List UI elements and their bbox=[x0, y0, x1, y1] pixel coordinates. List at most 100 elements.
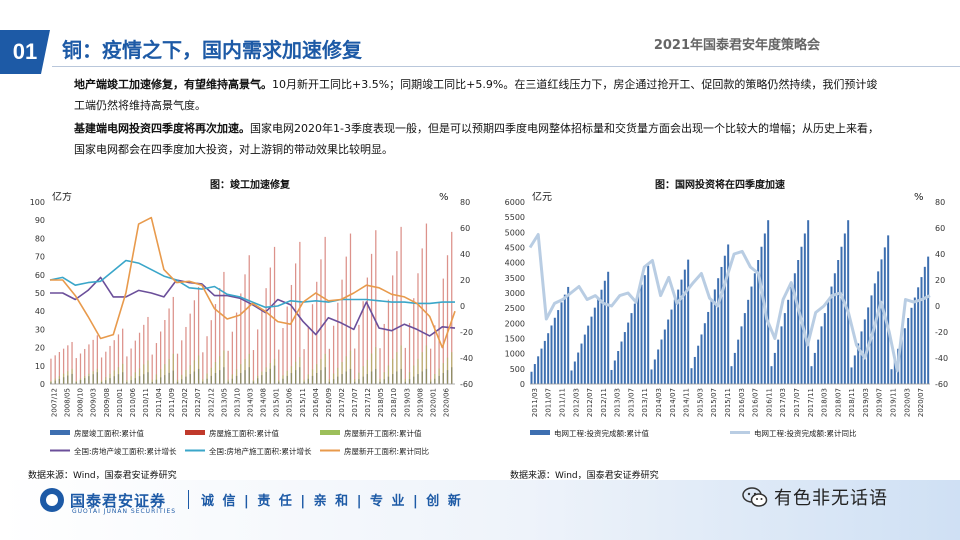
bar-mark bbox=[257, 376, 258, 384]
left-axis-tick: 60 bbox=[35, 271, 45, 280]
right-axis-tick: 60 bbox=[460, 224, 470, 233]
bar-mark bbox=[80, 379, 81, 384]
left-axis-tick: 1500 bbox=[505, 335, 525, 344]
bar-mark bbox=[831, 287, 833, 384]
x-axis-tick: 2018/10 bbox=[390, 388, 398, 417]
paragraph-housing-lead: 地产端竣工加速修复，有望维持高景气。 bbox=[74, 78, 272, 91]
bar-mark bbox=[574, 362, 576, 385]
bar-mark bbox=[194, 360, 195, 384]
bar-mark bbox=[438, 369, 439, 384]
bar-mark bbox=[278, 350, 279, 384]
right-axis-tick: 20 bbox=[935, 276, 945, 285]
bar-mark bbox=[295, 362, 296, 384]
left-axis-tick: 500 bbox=[510, 365, 525, 374]
legend-swatch bbox=[530, 430, 550, 435]
bar-mark bbox=[771, 366, 773, 384]
bar-mark bbox=[747, 300, 749, 384]
page-title: 铜：疫情之下，国内需求加速修复 bbox=[62, 34, 362, 63]
bar-mark bbox=[236, 369, 237, 384]
bar-mark bbox=[312, 369, 313, 384]
bar-mark bbox=[727, 244, 729, 384]
bar-mark bbox=[152, 355, 153, 384]
bar-mark bbox=[881, 259, 883, 384]
bar-mark bbox=[228, 380, 229, 384]
left-axis-tick: 5500 bbox=[505, 213, 525, 222]
right-axis-tick: 40 bbox=[935, 250, 945, 259]
bar-mark bbox=[118, 367, 119, 384]
right-axis-tick: -60 bbox=[935, 380, 948, 389]
bar-mark bbox=[160, 369, 161, 384]
bar-mark bbox=[130, 376, 131, 384]
bar-mark bbox=[371, 354, 372, 384]
left-axis-tick: 4500 bbox=[505, 244, 525, 253]
bar-mark bbox=[817, 340, 819, 384]
event-name: 2021年国泰君安年度策略会 bbox=[654, 34, 820, 53]
bar-mark bbox=[354, 349, 355, 384]
left-axis-tick: 3000 bbox=[505, 289, 525, 298]
bar-mark bbox=[547, 333, 549, 384]
bar-mark bbox=[329, 379, 330, 384]
bar-mark bbox=[697, 346, 699, 384]
company-slogan: 诚 信 | 责 任 | 亲 和 | 专 业 | 创 新 bbox=[188, 490, 463, 509]
bar-mark bbox=[777, 340, 779, 384]
bar-mark bbox=[834, 273, 836, 384]
series-line bbox=[50, 277, 455, 336]
paragraph-housing: 地产端竣工加速修复，有望维持高景气。10月新开工同比+3.5%；同期竣工同比+5… bbox=[74, 74, 884, 116]
bar-mark bbox=[232, 374, 233, 384]
bar-mark bbox=[219, 356, 220, 384]
right-axis-tick: 20 bbox=[460, 276, 470, 285]
left-axis-tick: 40 bbox=[35, 307, 45, 316]
bar-mark bbox=[451, 352, 452, 384]
bar-mark bbox=[614, 360, 616, 384]
bar-mark bbox=[724, 256, 726, 384]
bar-mark bbox=[101, 357, 102, 384]
bar-mark bbox=[611, 370, 613, 384]
left-axis-tick: 50 bbox=[35, 289, 45, 298]
bar-mark bbox=[76, 358, 77, 384]
right-axis-tick: -60 bbox=[460, 380, 473, 389]
bar-mark bbox=[63, 374, 64, 384]
bar-mark bbox=[774, 353, 776, 384]
bar-mark bbox=[379, 379, 380, 384]
bar-mark bbox=[202, 379, 203, 384]
x-axis-tick: 2015/03 bbox=[696, 388, 704, 417]
x-axis-tick: 2017/02 bbox=[338, 388, 346, 417]
bar-mark bbox=[754, 273, 756, 384]
bar-mark bbox=[274, 359, 275, 384]
company-logo-subtitle: GUOTAI JUNAN SECURITIES bbox=[72, 508, 176, 515]
bar-mark bbox=[561, 302, 563, 384]
x-axis-tick: 2017/07 bbox=[351, 388, 359, 417]
bar-mark bbox=[337, 368, 338, 384]
bar-mark bbox=[761, 247, 763, 384]
x-axis-tick: 2015/11 bbox=[299, 388, 307, 417]
company-logo-icon bbox=[40, 488, 64, 512]
legend-label: 电网工程:投资完成额:累计同比 bbox=[754, 428, 857, 438]
bar-mark bbox=[126, 356, 127, 384]
bar-mark bbox=[139, 368, 140, 384]
series-line bbox=[530, 235, 930, 372]
bar-mark bbox=[122, 364, 123, 384]
x-axis-tick: 2013/07 bbox=[627, 388, 635, 417]
bar-mark bbox=[206, 374, 207, 384]
x-axis-tick: 2011/04 bbox=[155, 387, 163, 417]
bar-mark bbox=[581, 344, 583, 384]
series-line bbox=[50, 261, 455, 308]
bar-mark bbox=[557, 310, 559, 384]
bar-mark bbox=[924, 267, 926, 384]
bar-mark bbox=[837, 260, 839, 384]
bar-mark bbox=[173, 354, 174, 384]
bar-mark bbox=[684, 270, 686, 384]
bar-mark bbox=[851, 367, 853, 384]
left-axis-tick: 10 bbox=[35, 362, 45, 371]
bar-mark bbox=[841, 247, 843, 384]
bar-mark bbox=[249, 354, 250, 384]
x-axis-tick: 2009/08 bbox=[103, 388, 111, 417]
bar-mark bbox=[621, 342, 623, 384]
legend-swatch bbox=[185, 430, 205, 435]
right-axis-tick: 0 bbox=[935, 302, 940, 311]
bar-mark bbox=[604, 281, 606, 384]
right-axis-tick: -40 bbox=[935, 354, 948, 363]
x-axis-tick: 2019/03 bbox=[403, 388, 411, 417]
x-axis-tick: 2011/09 bbox=[168, 388, 176, 417]
x-axis-tick: 2017/12 bbox=[364, 388, 372, 417]
